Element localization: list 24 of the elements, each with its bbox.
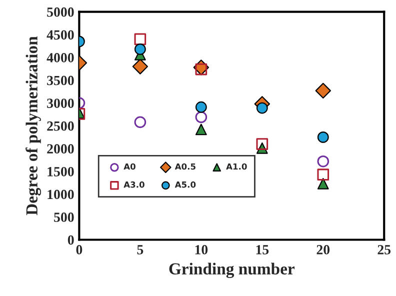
x-tick-label: 10	[195, 245, 208, 254]
legend-label: A3.0	[124, 181, 144, 188]
legend-label: A0.5	[174, 163, 196, 170]
y-tick-label: 1500	[48, 166, 74, 176]
x-tick-label: 5	[137, 245, 144, 254]
y-tick-label: 2500	[47, 121, 74, 131]
x-tick-label: 15	[256, 245, 269, 254]
y-tick-label: 1000	[48, 190, 74, 200]
x-tick-label: 0	[76, 245, 82, 254]
y-tick-label: 0	[68, 235, 74, 245]
y-tick-label: 4500	[46, 30, 74, 40]
y-tick-label: 5000	[47, 7, 74, 17]
y-axis-title: Degree of polymerization	[26, 36, 42, 216]
y-tick-label: 2000	[47, 144, 74, 154]
y-tick-label: 3500	[47, 76, 74, 86]
y-tick-label: 500	[54, 212, 74, 222]
legend-label: A5.0	[174, 181, 196, 188]
y-tick-label: 4000	[46, 53, 74, 62]
legend-label: A0	[124, 163, 136, 170]
y-tick-label: 3000	[47, 98, 74, 108]
x-axis-title: Grinding number	[169, 262, 295, 278]
x-tick-label: 25	[378, 245, 391, 254]
x-tick-label: 20	[316, 245, 330, 254]
legend-label: A1.0	[226, 163, 247, 170]
